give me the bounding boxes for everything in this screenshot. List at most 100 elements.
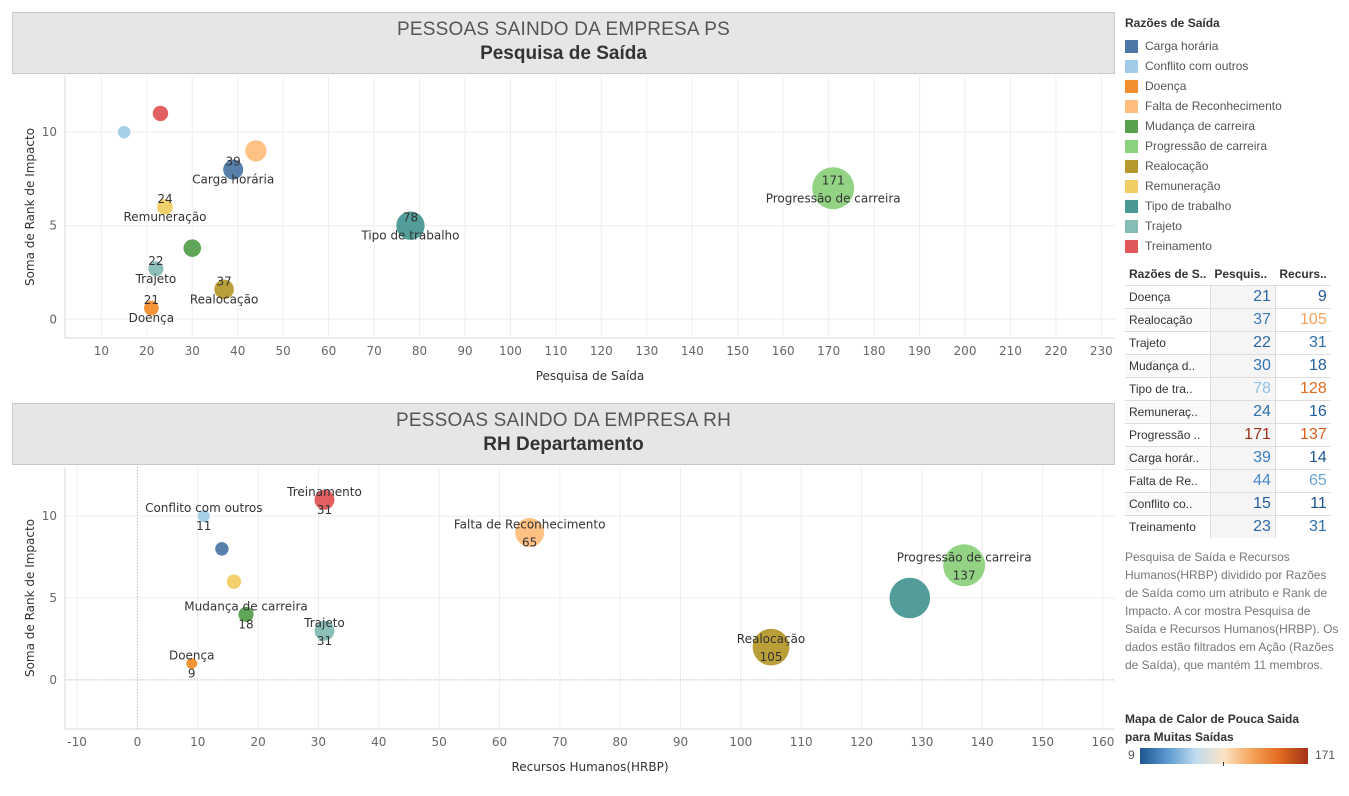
legend-item-realocacao[interactable]: Realocação — [1125, 156, 1345, 176]
bottom-panel-title: PESSOAS SAINDO DA EMPRESA RH — [395, 410, 732, 431]
legend-item-tipo-de-trabalho[interactable]: Tipo de trabalho — [1125, 196, 1345, 216]
table-row[interactable]: Tipo de tra.. 78 128 — [1125, 377, 1331, 401]
legend-swatch — [1125, 199, 1138, 213]
table-row[interactable]: Realocação 37 105 — [1125, 308, 1331, 332]
point-name-label: Tipo de trabalho — [360, 229, 459, 243]
legend-label: Mudança de carreira — [1145, 119, 1256, 133]
point-value-label: 105 — [760, 650, 783, 664]
point-trajeto[interactable] — [314, 620, 335, 641]
point-falta-de-reconhecimento[interactable] — [245, 140, 267, 162]
table-row[interactable]: Carga horár.. 39 14 — [1125, 446, 1331, 470]
table-cell-pesquisa: 22 — [1209, 331, 1276, 355]
point-value-label: 22 — [148, 254, 163, 268]
x-tick-label: 110 — [544, 344, 567, 358]
point-mudanca-de-carreira[interactable] — [238, 606, 254, 622]
point-name-label: Realocação — [737, 632, 805, 646]
legend-item-progressao-de-carreira[interactable]: Progressão de carreira — [1125, 136, 1345, 156]
point-value-label: 9 — [188, 667, 196, 681]
point-value-label: 137 — [953, 568, 976, 582]
table-row[interactable]: Doença 21 9 — [1125, 285, 1331, 309]
point-remuneracao[interactable] — [157, 199, 173, 215]
point-treinamento[interactable] — [152, 105, 169, 122]
table-row[interactable]: Conflito co.. 15 11 — [1125, 492, 1331, 516]
table-cell-pesquisa: 39 — [1209, 446, 1276, 470]
legend-item-treinamento[interactable]: Treinamento — [1125, 236, 1345, 256]
scatter-chart-pesquisa[interactable]: 10 20 30 40 50 60 70 80 90 100 110 120 130 140 150 160 1… — [0, 76, 1120, 396]
x-tick-label: 40 — [371, 735, 386, 749]
legend-label: Realocação — [1145, 159, 1209, 173]
point-value-label: 11 — [196, 519, 211, 533]
legend-label: Remuneração — [1145, 179, 1221, 193]
point-tipo-de-trabalho[interactable] — [889, 577, 931, 619]
x-tick-label: 40 — [230, 344, 245, 358]
table-cell-recursos: 11 — [1274, 492, 1331, 516]
colormap-legend: 9 171 — [1125, 746, 1340, 766]
point-progressao-de-carreira[interactable] — [943, 544, 986, 587]
legend-item-conflito-com-outros[interactable]: Conflito com outros — [1125, 56, 1345, 76]
table-header-row: Razões de S.. Pesquis.. Recurs.. — [1125, 263, 1331, 286]
point-realocacao[interactable] — [752, 628, 790, 666]
table-header-pesquisa[interactable]: Pesquis.. — [1214, 267, 1268, 281]
point-value-label: 65 — [522, 536, 537, 550]
point-value-label: 171 — [822, 173, 845, 187]
table-cell-pesquisa: 24 — [1209, 400, 1276, 424]
legend-swatch — [1125, 39, 1138, 53]
point-name-label: Trajeto — [303, 616, 345, 630]
legend-swatch — [1125, 139, 1138, 153]
table-cell-pesquisa: 44 — [1209, 469, 1276, 493]
point-name-label: Falta de Reconhecimento — [454, 518, 606, 532]
legend-swatch — [1125, 159, 1138, 173]
x-tick-label: 80 — [412, 344, 427, 358]
x-tick-label: 90 — [673, 735, 688, 749]
table-row[interactable]: Falta de Re.. 44 65 — [1125, 469, 1331, 493]
x-tick-label: 50 — [276, 344, 291, 358]
table-row[interactable]: Progressão .. 171 137 — [1125, 423, 1331, 447]
colormap-gradient-bar — [1140, 748, 1308, 764]
point-trajeto[interactable] — [148, 261, 164, 277]
point-value-label: 21 — [144, 293, 159, 307]
table-header-reason[interactable]: Razões de S.. — [1129, 267, 1207, 281]
point-carga-horaria[interactable] — [215, 542, 229, 556]
table-row[interactable]: Remuneraç.. 24 16 — [1125, 400, 1331, 424]
table-row[interactable]: Mudança d.. 30 18 — [1125, 354, 1331, 378]
legend-item-carga-horaria[interactable]: Carga horária — [1125, 36, 1345, 56]
legend-item-trajeto[interactable]: Trajeto — [1125, 216, 1345, 236]
legend-label: Doença — [1145, 79, 1187, 93]
point-value-label: 78 — [403, 211, 418, 225]
table-row[interactable]: Treinamento 23 31 — [1125, 515, 1331, 538]
legend-item-doenca[interactable]: Doença — [1125, 76, 1345, 96]
point-name-label: Mudança de carreira — [184, 599, 307, 613]
point-treinamento[interactable] — [314, 489, 335, 510]
x-tick-label: 210 — [999, 344, 1022, 358]
x-tick-label: 70 — [366, 344, 381, 358]
table-header-recursos[interactable]: Recurs.. — [1279, 267, 1327, 281]
x-tick-label: 80 — [613, 735, 628, 749]
x-tick-label: 200 — [954, 344, 977, 358]
point-remuneracao[interactable] — [226, 574, 242, 589]
legend-item-remuneracao[interactable]: Remuneração — [1125, 176, 1345, 196]
legend-item-mudanca-de-carreira[interactable]: Mudança de carreira — [1125, 116, 1345, 136]
point-mudanca-de-carreira[interactable] — [183, 239, 202, 257]
x-tick-label: 220 — [1044, 344, 1067, 358]
point-falta-de-reconhecimento[interactable] — [515, 518, 545, 547]
legend-swatch — [1125, 99, 1138, 113]
point-carga-horaria[interactable] — [223, 159, 244, 180]
legend-item-falta-de-reconhecimento[interactable]: Falta de Reconhecimento — [1125, 96, 1345, 116]
top-panel-title: PESSOAS SAINDO DA EMPRESA PS — [397, 19, 730, 40]
table-cell-recursos: 105 — [1274, 308, 1331, 332]
table-row[interactable]: Trajeto 22 31 — [1125, 331, 1331, 355]
x-tick-label: 100 — [729, 735, 752, 749]
scatter-chart-rh[interactable]: -10 0 10 20 30 40 50 60 70 80 90 100 110 120 130 140 150… — [0, 467, 1120, 792]
color-legend: Razões de Saída Carga horária Conflito co… — [1125, 16, 1345, 256]
point-progressao-de-carreira[interactable] — [812, 167, 855, 210]
x-tick-label: 190 — [908, 344, 931, 358]
point-conflito-com-outros[interactable] — [197, 510, 210, 523]
point-tipo-de-trabalho[interactable] — [396, 211, 425, 240]
x-tick-label: 230 — [1090, 344, 1113, 358]
x-tick-label: 100 — [499, 344, 522, 358]
point-conflito-com-outros[interactable] — [117, 125, 131, 139]
point-doenca[interactable] — [144, 300, 159, 316]
point-doenca[interactable] — [186, 658, 198, 669]
point-realocacao[interactable] — [214, 279, 234, 300]
point-name-label: Carga horária — [192, 173, 274, 187]
